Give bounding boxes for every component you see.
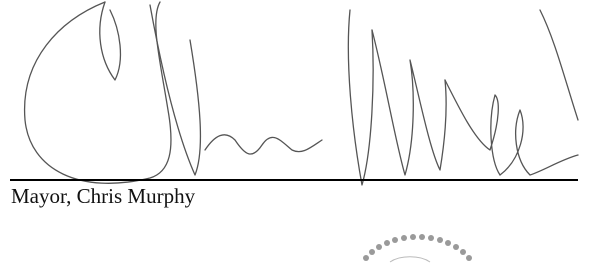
signatory-name: Mayor, Chris Murphy: [11, 184, 195, 209]
signature-art: [0, 0, 601, 269]
signature: [25, 2, 578, 185]
page: Mayor, Chris Murphy (() => { const data …: [0, 0, 601, 269]
seal-inner: [390, 257, 430, 262]
